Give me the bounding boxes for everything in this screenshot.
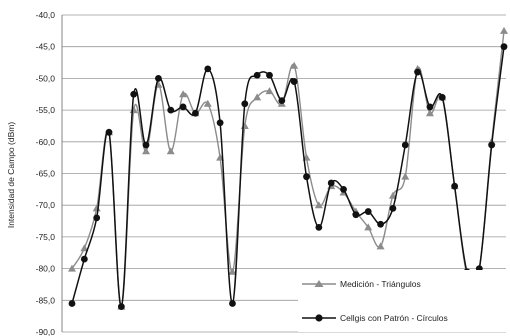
y-axis-ticks: -40,0 -45,0 -50,0 -55,0 -60,0 -65,0 -70,0 -75,0… xyxy=(36,10,56,336)
data-point-triangle xyxy=(228,267,237,275)
series-line xyxy=(71,30,505,308)
data-point-circle xyxy=(500,43,508,51)
data-point-triangle xyxy=(253,93,262,101)
data-point-triangle xyxy=(388,191,397,199)
data-point-circle xyxy=(80,255,88,263)
y-tick-label: -70,0 xyxy=(36,200,56,210)
data-point-circle xyxy=(389,204,397,212)
data-point-circle xyxy=(93,214,101,222)
y-tick-label: -60,0 xyxy=(36,137,56,147)
data-point-triangle xyxy=(203,99,212,107)
data-point-circle xyxy=(364,208,372,215)
data-point-circle xyxy=(266,71,273,79)
data-point-triangle xyxy=(364,223,373,231)
data-point-triangle xyxy=(500,26,508,34)
data-point-triangle xyxy=(80,244,89,252)
series-cellgis xyxy=(68,43,508,311)
data-point-circle xyxy=(167,106,175,114)
data-point-circle xyxy=(192,109,199,117)
data-point-circle xyxy=(229,300,236,307)
data-point-circle xyxy=(142,141,150,149)
data-point-triangle xyxy=(314,201,323,209)
data-point-circle xyxy=(130,90,138,98)
legend-box xyxy=(298,270,508,332)
data-point-circle xyxy=(241,100,249,108)
data-point-circle xyxy=(105,128,113,136)
data-point-circle xyxy=(401,141,409,149)
data-point-circle xyxy=(352,211,360,219)
data-point-triangle xyxy=(290,61,299,69)
data-point-triangle xyxy=(142,147,151,155)
legend-label-medicion: Medición - Triángulos xyxy=(340,279,421,289)
data-point-circle xyxy=(414,68,421,76)
y-axis-label: Intensidad de Campo (dBm) xyxy=(6,122,16,228)
data-point-circle xyxy=(327,179,335,187)
y-tick-label: -85,0 xyxy=(36,295,56,305)
data-point-triangle xyxy=(166,147,175,155)
data-point-triangle xyxy=(425,109,434,117)
data-point-circle xyxy=(68,300,76,307)
y-tick-label: -90,0 xyxy=(36,327,56,336)
data-point-triangle xyxy=(265,87,274,95)
data-point-circle xyxy=(438,94,446,101)
series-line xyxy=(71,46,505,308)
legend-marker-circle xyxy=(315,314,323,322)
y-tick-label: -50,0 xyxy=(36,73,56,83)
data-point-circle xyxy=(451,182,459,190)
data-point-triangle xyxy=(240,121,249,129)
data-point-circle xyxy=(488,141,496,149)
data-point-circle xyxy=(204,65,212,73)
data-point-circle xyxy=(179,103,187,111)
y-tick-label: -45,0 xyxy=(36,42,56,52)
data-point-circle xyxy=(117,303,125,311)
series-layer xyxy=(68,26,508,311)
y-tick-label: -75,0 xyxy=(36,232,56,242)
data-point-circle xyxy=(377,220,384,228)
data-point-triangle xyxy=(376,242,385,250)
data-point-circle xyxy=(426,103,434,111)
data-point-triangle xyxy=(179,90,188,98)
data-point-triangle xyxy=(401,172,410,180)
data-point-circle xyxy=(290,78,298,85)
data-point-circle xyxy=(155,75,162,82)
series-medicion xyxy=(68,26,508,310)
y-tick-label: -40,0 xyxy=(36,10,56,20)
data-point-circle xyxy=(278,97,286,104)
data-point-circle xyxy=(216,119,224,127)
data-point-triangle xyxy=(68,264,76,272)
y-tick-label: -65,0 xyxy=(36,169,56,179)
legend: Medición - Triángulos Cellgis con Patrón… xyxy=(298,270,508,332)
data-point-circle xyxy=(253,71,261,79)
legend-label-cellgis: Cellgis con Patrón - Círculos xyxy=(340,313,448,323)
data-point-circle xyxy=(340,185,347,193)
data-point-circle xyxy=(303,173,310,181)
y-tick-label: -80,0 xyxy=(36,264,56,274)
y-tick-label: -55,0 xyxy=(36,105,56,115)
data-point-circle xyxy=(315,223,323,231)
legend-marker-triangle xyxy=(314,280,324,287)
